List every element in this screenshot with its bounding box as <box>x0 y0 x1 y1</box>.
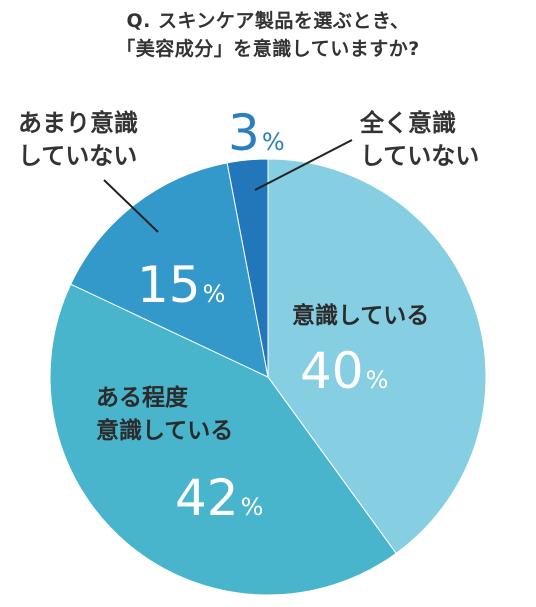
leader-line-not-conscious <box>254 139 353 191</box>
slice-not-at-all-conscious <box>226 158 269 378</box>
slice-label-not-very-line-2: していない <box>18 142 137 170</box>
chart-title-line-2: 「美容成分」を意識していますか? <box>116 38 420 60</box>
slice-label-not-at-all-line-1: 全く意識 <box>359 109 456 137</box>
slice-label-somewhat-line-2: 意識している <box>96 417 233 444</box>
slice-conscious <box>267 158 487 555</box>
pie-slices <box>49 158 487 596</box>
slice-value-not-very: 15% <box>137 256 225 314</box>
leader-line-not-very-conscious <box>103 179 159 233</box>
slice-value-not-at-all: 3% <box>228 104 285 162</box>
slice-somewhat-conscious <box>49 283 397 596</box>
chart-title-line-1: Q. スキンケア製品を選ぶとき、 <box>126 10 410 32</box>
slice-label-not-at-all-line-2: していない <box>360 142 479 170</box>
slice-label-conscious: 意識している <box>292 302 429 329</box>
slice-label-not-very-line-1: あまり意識 <box>18 109 138 137</box>
slice-value-somewhat: 42% <box>175 469 263 527</box>
slice-value-conscious: 40% <box>300 342 388 400</box>
slice-not-very-conscious <box>70 162 269 378</box>
slice-label-somewhat-line-1: ある程度 <box>96 384 189 411</box>
